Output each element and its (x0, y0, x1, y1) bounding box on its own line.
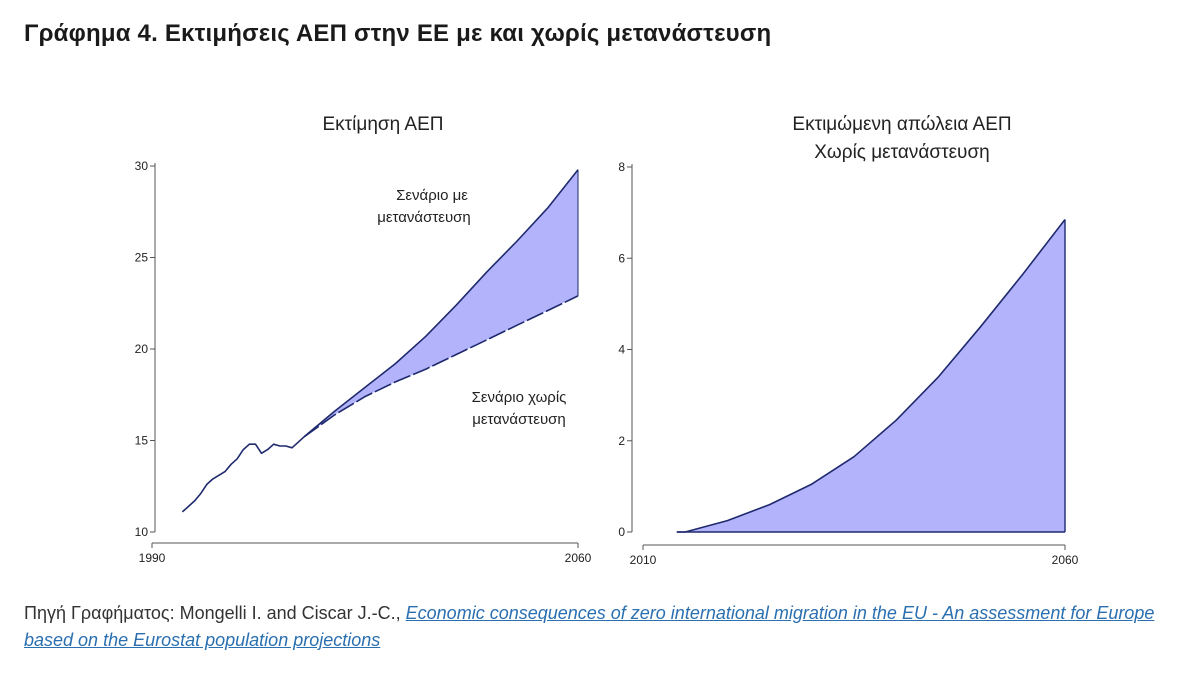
left-y-tick-label-30: 30 (135, 159, 149, 173)
right-y-tick-label-6: 6 (618, 251, 625, 265)
annotation-with-migration-line2: μετανάστευση (377, 209, 471, 226)
page-title: Γράφημα 4. Εκτιμήσεις ΑΕΠ στην ΕΕ με και… (24, 20, 772, 47)
area-gdp-difference (304, 169, 578, 437)
annotation-with-migration-line1: Σενάριο με (396, 187, 468, 204)
chart-title-gdp-loss-line1: Εκτιμώμενη απώλεια ΑΕΠ (792, 114, 1011, 135)
chart-title-gdp-estimate: Εκτίμηση ΑΕΠ (322, 114, 443, 135)
left-x-tick-label-2060: 2060 (565, 551, 592, 565)
right-y-tick-label-0: 0 (618, 525, 625, 539)
right-y-tick-label-2: 2 (618, 434, 625, 448)
left-y-tick-label-10: 10 (135, 525, 149, 539)
line-gdp-loss (676, 219, 1066, 533)
annotation-without-migration-line1: Σενάριο χωρίς (472, 389, 567, 406)
area-gdp-loss (676, 219, 1065, 532)
right-y-tick-label-4: 4 (618, 343, 625, 357)
chart-title-gdp-loss-line2: Χωρίς μετανάστευση (814, 142, 989, 163)
chart-gdp-estimate: Εκτίμηση ΑΕΠ 10 15 20 25 30 1990 2060 Σενάριο … (135, 114, 592, 565)
source-note: Πηγή Γραφήματος: Mongelli I. and Ciscar … (24, 600, 1184, 654)
annotation-without-migration-line2: μετανάστευση (472, 411, 566, 428)
left-y-tick-label-25: 25 (135, 251, 149, 265)
right-y-tick-label-8: 8 (618, 160, 625, 174)
source-link[interactable]: Economic consequences of zero internatio… (24, 603, 1155, 650)
line-scenario-with-migration (303, 169, 579, 438)
line-scenario-without-migration (303, 295, 579, 438)
line-historical-gdp (181, 436, 305, 513)
source-prefix: Πηγή Γραφήματος: Mongelli I. and Ciscar … (24, 603, 406, 623)
left-y-tick-label-15: 15 (135, 434, 149, 448)
chart-gdp-loss: Εκτιμώμενη απώλεια ΑΕΠ Χωρίς μετανάστευσ… (618, 114, 1078, 567)
right-x-tick-label-2010: 2010 (630, 553, 657, 567)
left-y-tick-label-20: 20 (135, 342, 149, 356)
left-x-tick-label-1990: 1990 (139, 551, 166, 565)
right-x-tick-label-2060: 2060 (1052, 553, 1079, 567)
